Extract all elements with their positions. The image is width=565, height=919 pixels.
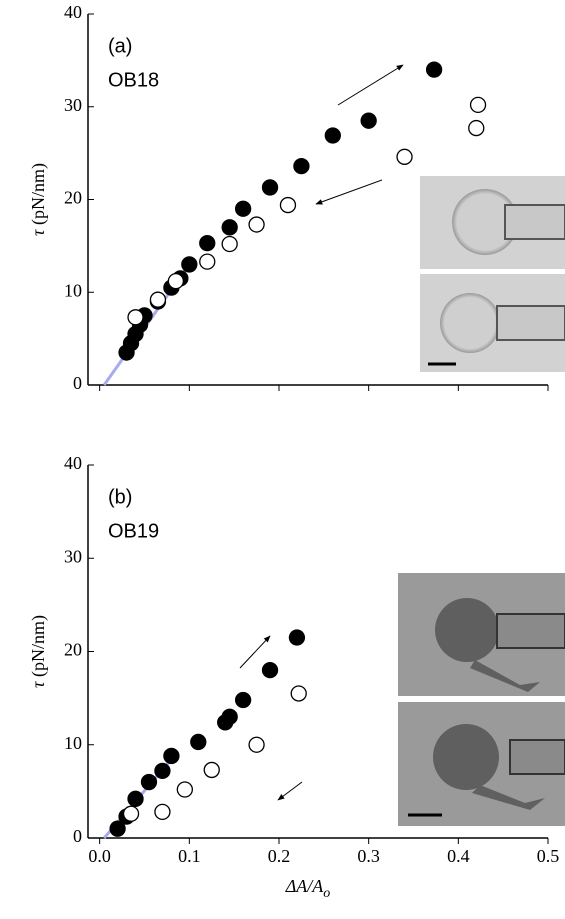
inset-image	[398, 573, 565, 826]
y-tick-label: 30	[64, 95, 82, 115]
x-tick-label: 0.5	[537, 846, 560, 866]
data-point	[236, 201, 251, 216]
data-point	[294, 159, 309, 174]
sample-label: OB19	[108, 520, 159, 542]
data-point	[222, 237, 237, 252]
data-point	[191, 734, 206, 749]
data-point	[124, 806, 139, 821]
y-tick-label: 0	[73, 373, 82, 393]
data-point	[128, 310, 143, 325]
figure: 0 10 20 30 40 (a) OB18 τ (pN/nm) 0 10 20 30 40 0.0 0.1…	[0, 0, 565, 919]
data-point	[325, 128, 340, 143]
x-tick-label: 0.0	[88, 846, 111, 866]
data-point	[222, 709, 237, 724]
data-point	[249, 217, 264, 232]
sample-label: OB18	[108, 69, 159, 91]
arrow	[338, 65, 403, 105]
data-point	[164, 748, 179, 763]
data-point	[177, 782, 192, 797]
panel-label: (b)	[108, 486, 132, 508]
data-point	[200, 254, 215, 269]
data-point	[150, 292, 165, 307]
panel-label: (a)	[108, 35, 132, 57]
y-tick-label: 10	[64, 280, 82, 300]
y-axis-label-unit: (pN/nm)	[28, 163, 49, 230]
data-point	[204, 762, 219, 777]
y-tick-label: 20	[64, 188, 82, 208]
data-point	[469, 121, 484, 136]
data-point	[182, 257, 197, 272]
y-axis-label: τ (pN/nm)	[28, 615, 49, 688]
x-axis-label-main: ΔA/A	[285, 876, 325, 896]
data-point	[222, 220, 237, 235]
y-tick-label: 20	[64, 640, 82, 660]
data-point	[249, 737, 264, 752]
y-tick-label: 0	[73, 826, 82, 846]
y-tick-label: 10	[64, 733, 82, 753]
y-tick-label: 40	[64, 2, 82, 22]
data-point	[141, 775, 156, 790]
arrow	[278, 782, 302, 800]
y-axis-label: τ (pN/nm)	[28, 163, 49, 236]
data-point	[155, 804, 170, 819]
data-point	[128, 791, 143, 806]
x-axis-label: ΔA/Ao	[285, 876, 331, 901]
y-axis-label-unit: (pN/nm)	[28, 615, 49, 682]
data-point	[471, 97, 486, 112]
data-point	[168, 274, 183, 289]
arrow	[316, 180, 382, 204]
arrow	[240, 636, 270, 668]
x-tick-label: 0.3	[357, 846, 380, 866]
x-tick-label: 0.4	[447, 846, 470, 866]
data-point	[155, 763, 170, 778]
data-point	[427, 62, 442, 77]
x-tick-label: 0.1	[178, 846, 201, 866]
data-point	[289, 630, 304, 645]
data-point	[236, 692, 251, 707]
data-point	[200, 236, 215, 251]
page: 0 10 20 30 40 (a) OB18 τ (pN/nm) 0 10 20 30 40 0.0 0.1…	[0, 0, 565, 919]
y-tick-label: 30	[64, 546, 82, 566]
data-point	[397, 149, 412, 164]
data-point	[263, 663, 278, 678]
data-point	[291, 686, 306, 701]
x-axis-label-sub: o	[323, 886, 330, 901]
y-tick-label: 40	[64, 453, 82, 473]
x-tick-label: 0.2	[268, 846, 291, 866]
inset-image	[420, 176, 565, 372]
data-point	[280, 198, 295, 213]
data-point	[361, 113, 376, 128]
data-point	[263, 180, 278, 195]
